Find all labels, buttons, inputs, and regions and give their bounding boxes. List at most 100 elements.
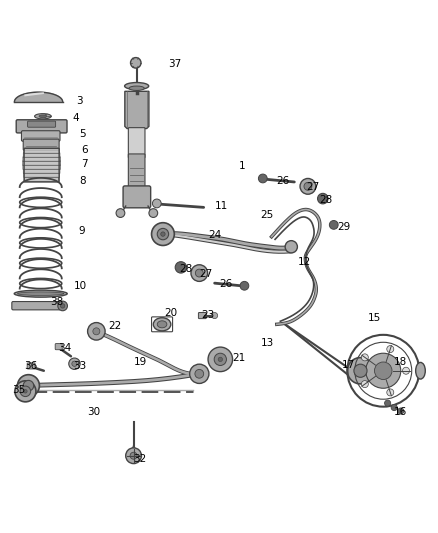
Text: 26: 26 <box>219 279 232 289</box>
Text: 38: 38 <box>50 297 64 308</box>
Circle shape <box>366 353 401 388</box>
Text: 27: 27 <box>199 269 212 279</box>
Text: 18: 18 <box>394 357 407 367</box>
Circle shape <box>212 312 218 319</box>
Text: 8: 8 <box>79 176 85 186</box>
Text: 33: 33 <box>74 361 87 372</box>
Ellipse shape <box>129 86 144 91</box>
Ellipse shape <box>35 114 51 119</box>
Circle shape <box>208 347 233 372</box>
Text: 5: 5 <box>79 129 85 139</box>
Circle shape <box>300 179 316 194</box>
Text: 28: 28 <box>320 195 333 205</box>
Circle shape <box>116 209 125 217</box>
FancyBboxPatch shape <box>23 168 60 174</box>
FancyBboxPatch shape <box>23 165 60 169</box>
Ellipse shape <box>153 318 171 331</box>
Text: 26: 26 <box>276 176 289 186</box>
Text: 13: 13 <box>261 338 274 348</box>
Circle shape <box>58 301 67 311</box>
FancyBboxPatch shape <box>198 312 206 319</box>
Text: 24: 24 <box>208 230 221 240</box>
Circle shape <box>354 364 367 377</box>
Circle shape <box>149 209 158 217</box>
Circle shape <box>93 328 100 335</box>
Text: 28: 28 <box>180 264 193 273</box>
Circle shape <box>23 381 34 391</box>
Text: 29: 29 <box>337 222 350 232</box>
FancyBboxPatch shape <box>123 186 151 208</box>
Text: 3: 3 <box>77 96 83 106</box>
Text: 10: 10 <box>74 281 87 291</box>
Circle shape <box>191 265 208 281</box>
Circle shape <box>130 452 137 459</box>
Circle shape <box>214 353 226 366</box>
Polygon shape <box>125 91 149 128</box>
Circle shape <box>131 58 141 68</box>
Text: 16: 16 <box>394 407 407 417</box>
FancyBboxPatch shape <box>28 121 56 127</box>
Circle shape <box>258 174 267 183</box>
Circle shape <box>403 367 410 374</box>
Circle shape <box>152 223 174 246</box>
Circle shape <box>190 364 209 383</box>
Circle shape <box>361 354 368 361</box>
FancyBboxPatch shape <box>25 176 59 182</box>
FancyBboxPatch shape <box>128 154 145 189</box>
Text: 7: 7 <box>81 159 88 168</box>
Text: 30: 30 <box>88 407 101 417</box>
FancyBboxPatch shape <box>55 344 62 350</box>
Circle shape <box>20 386 31 397</box>
Circle shape <box>387 345 394 353</box>
Text: 32: 32 <box>133 454 146 464</box>
Ellipse shape <box>124 83 148 90</box>
Text: 25: 25 <box>261 210 274 220</box>
Ellipse shape <box>157 321 167 328</box>
Ellipse shape <box>39 115 47 118</box>
Text: 36: 36 <box>24 361 37 372</box>
Ellipse shape <box>416 362 425 379</box>
FancyBboxPatch shape <box>27 363 35 369</box>
Circle shape <box>195 369 204 378</box>
Text: 9: 9 <box>79 227 85 237</box>
Circle shape <box>175 262 187 273</box>
Text: 27: 27 <box>307 182 320 192</box>
Circle shape <box>329 221 338 229</box>
FancyBboxPatch shape <box>23 139 59 150</box>
Text: 12: 12 <box>298 257 311 267</box>
Circle shape <box>18 375 39 397</box>
FancyBboxPatch shape <box>23 152 60 158</box>
Circle shape <box>60 304 65 308</box>
Circle shape <box>157 229 169 240</box>
Circle shape <box>15 381 36 402</box>
FancyBboxPatch shape <box>21 131 60 141</box>
FancyBboxPatch shape <box>128 128 145 158</box>
Text: 1: 1 <box>239 161 245 171</box>
Circle shape <box>387 389 394 396</box>
FancyBboxPatch shape <box>12 302 60 310</box>
Circle shape <box>347 358 374 384</box>
Circle shape <box>361 381 368 387</box>
Circle shape <box>240 281 249 290</box>
Text: 15: 15 <box>368 313 381 323</box>
FancyBboxPatch shape <box>24 149 60 154</box>
Circle shape <box>218 357 223 361</box>
Text: 21: 21 <box>232 353 245 362</box>
FancyBboxPatch shape <box>23 160 60 166</box>
Ellipse shape <box>14 290 67 297</box>
Text: 20: 20 <box>164 309 177 318</box>
Circle shape <box>385 400 391 406</box>
Circle shape <box>69 358 80 369</box>
Circle shape <box>152 199 161 208</box>
Text: 34: 34 <box>58 343 71 353</box>
Text: 17: 17 <box>342 360 355 370</box>
Circle shape <box>161 232 165 236</box>
Circle shape <box>318 193 328 204</box>
Text: 11: 11 <box>215 201 228 211</box>
Circle shape <box>126 448 141 464</box>
Text: 37: 37 <box>169 59 182 69</box>
Circle shape <box>398 408 404 414</box>
Text: 4: 4 <box>72 112 79 123</box>
Text: 19: 19 <box>134 357 147 367</box>
Ellipse shape <box>18 292 64 295</box>
